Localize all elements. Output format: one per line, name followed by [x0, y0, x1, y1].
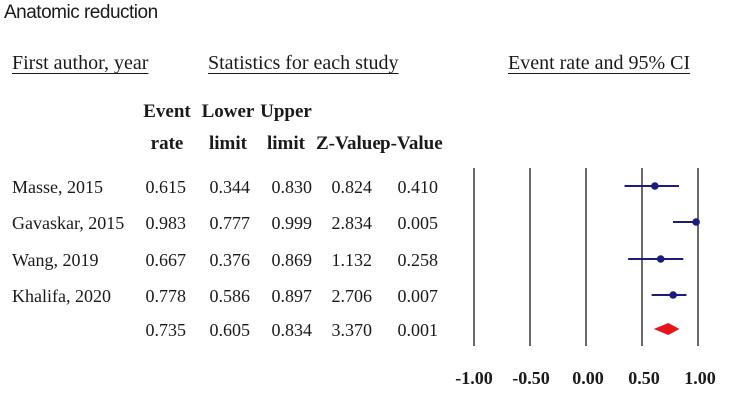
- p-value: 0.410: [397, 177, 439, 197]
- upper-limit-value: 0.869: [271, 250, 313, 270]
- z-value: 2.706: [331, 286, 373, 306]
- column-header-p-value: p-Value: [380, 96, 443, 160]
- column-header-line: Z-Value: [316, 133, 381, 154]
- plot-header: Event rate and 95% CI: [508, 52, 691, 74]
- column-header-line: p-Value: [380, 133, 443, 154]
- point-estimate: [656, 255, 665, 263]
- pooled-lower-limit-value: 0.605: [209, 320, 251, 340]
- event-rate-value: 0.667: [145, 250, 187, 270]
- x-tick-label: 1.00: [684, 368, 716, 388]
- column-header-line: limit: [209, 133, 247, 154]
- study-name: Wang, 2019: [12, 250, 99, 270]
- study-column-header: First author, year: [12, 52, 149, 74]
- z-value: 0.824: [331, 177, 373, 197]
- study-name: Masse, 2015: [12, 177, 103, 197]
- event-rate-value: 0.615: [145, 177, 187, 197]
- pooled-event-rate-value: 0.735: [145, 320, 187, 340]
- upper-limit-value: 0.830: [271, 177, 313, 197]
- x-tick-label: -1.00: [455, 368, 493, 388]
- point-estimate: [669, 291, 677, 299]
- point-estimate: [651, 182, 659, 190]
- column-header-upper-limit: Upper limit: [258, 96, 314, 160]
- pooled-z-value: 3.370: [331, 320, 373, 340]
- pooled-upper-limit-value: 0.834: [271, 320, 313, 340]
- column-header-line: rate: [150, 133, 184, 154]
- p-value: 0.258: [397, 250, 439, 270]
- study-name: Khalifa, 2020: [12, 286, 111, 306]
- summary-diamond: [653, 323, 680, 335]
- study-name: Gavaskar, 2015: [12, 213, 125, 233]
- p-value: 0.007: [397, 286, 439, 306]
- column-header-line: Lower: [201, 101, 255, 122]
- figure-title: Anatomic reduction: [4, 2, 158, 23]
- upper-limit-value: 0.897: [271, 286, 313, 306]
- lower-limit-value: 0.777: [209, 213, 251, 233]
- x-tick-label: 0.00: [572, 368, 604, 388]
- p-value: 0.005: [397, 213, 439, 233]
- column-header-line: Event: [143, 101, 191, 122]
- upper-limit-value: 0.999: [271, 213, 313, 233]
- z-value: 1.132: [331, 250, 373, 270]
- z-value: 2.834: [331, 213, 373, 233]
- column-header-line: limit: [267, 133, 305, 154]
- column-header-lower-limit: Lower limit: [200, 96, 256, 160]
- point-estimate: [692, 218, 700, 226]
- column-header-line: Upper: [260, 101, 312, 122]
- column-header-event-rate: Event rate: [142, 96, 192, 160]
- lower-limit-value: 0.586: [209, 286, 251, 306]
- statistics-header: Statistics for each study: [208, 52, 399, 74]
- pooled-p-value: 0.001: [397, 320, 439, 340]
- x-tick-label: 0.50: [628, 368, 660, 388]
- lower-limit-value: 0.376: [209, 250, 251, 270]
- lower-limit-value: 0.344: [209, 177, 251, 197]
- event-rate-value: 0.778: [145, 286, 187, 306]
- event-rate-value: 0.983: [145, 213, 187, 233]
- column-header-z-value: Z-Value: [316, 96, 381, 160]
- x-tick-label: -0.50: [512, 368, 550, 388]
